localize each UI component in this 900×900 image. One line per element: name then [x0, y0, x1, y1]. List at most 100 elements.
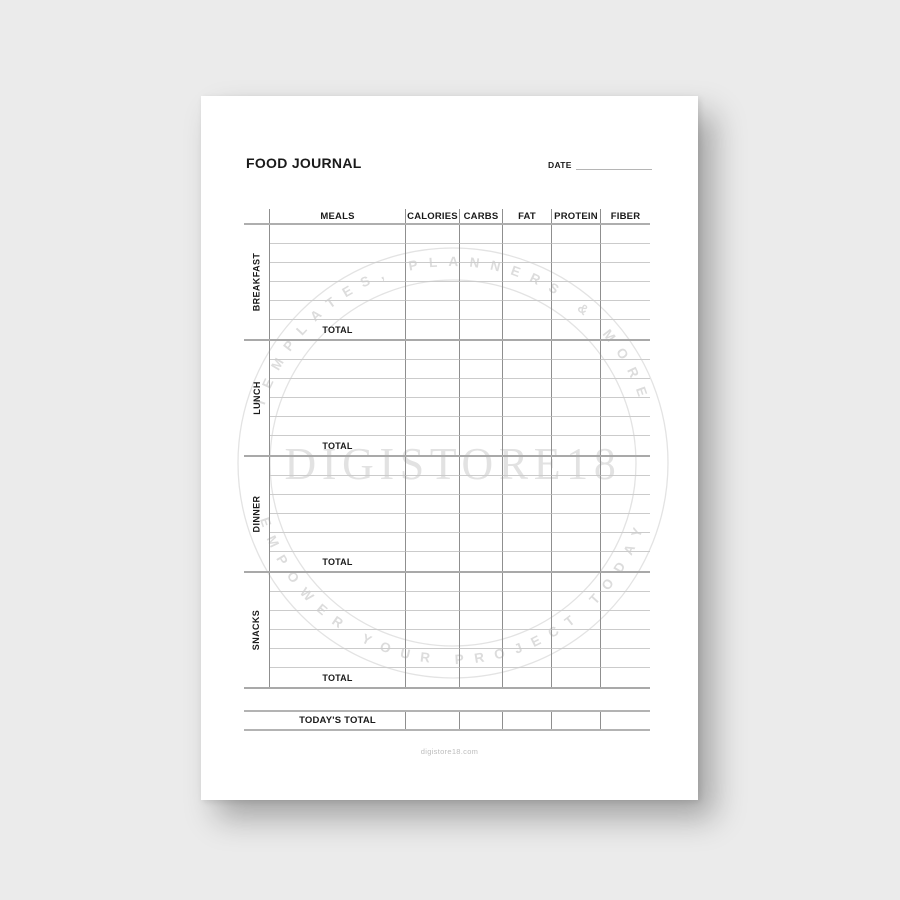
snacks-entry-cell[interactable]	[270, 611, 406, 630]
snacks-entry-cell[interactable]	[552, 649, 601, 668]
snacks-entry-cell[interactable]	[503, 611, 552, 630]
dinner-entry-cell[interactable]	[552, 533, 601, 552]
snacks-entry-cell[interactable]	[552, 592, 601, 611]
dinner-entry-cell[interactable]	[406, 533, 460, 552]
lunch-total-value-cell[interactable]	[552, 436, 601, 455]
snacks-entry-cell[interactable]	[601, 573, 650, 592]
dinner-entry-cell[interactable]	[601, 476, 650, 495]
lunch-entry-cell[interactable]	[460, 379, 503, 398]
breakfast-entry-cell[interactable]	[406, 301, 460, 320]
dinner-entry-cell[interactable]	[270, 457, 406, 476]
lunch-entry-cell[interactable]	[503, 360, 552, 379]
breakfast-entry-cell[interactable]	[460, 282, 503, 301]
lunch-entry-cell[interactable]	[406, 341, 460, 360]
dinner-entry-cell[interactable]	[270, 533, 406, 552]
dinner-entry-cell[interactable]	[406, 476, 460, 495]
breakfast-entry-cell[interactable]	[270, 301, 406, 320]
breakfast-entry-cell[interactable]	[601, 282, 650, 301]
dinner-entry-cell[interactable]	[601, 514, 650, 533]
dinner-entry-cell[interactable]	[552, 476, 601, 495]
breakfast-total-value-cell[interactable]	[460, 320, 503, 339]
snacks-entry-cell[interactable]	[406, 573, 460, 592]
lunch-entry-cell[interactable]	[270, 341, 406, 360]
lunch-entry-cell[interactable]	[601, 417, 650, 436]
snacks-entry-cell[interactable]	[270, 573, 406, 592]
dinner-entry-cell[interactable]	[601, 495, 650, 514]
lunch-total-value-cell[interactable]	[601, 436, 650, 455]
dinner-entry-cell[interactable]	[503, 457, 552, 476]
breakfast-entry-cell[interactable]	[503, 282, 552, 301]
snacks-entry-cell[interactable]	[503, 649, 552, 668]
dinner-total-value-cell[interactable]	[552, 552, 601, 571]
snacks-entry-cell[interactable]	[460, 649, 503, 668]
snacks-entry-cell[interactable]	[406, 649, 460, 668]
lunch-entry-cell[interactable]	[601, 398, 650, 417]
lunch-entry-cell[interactable]	[406, 379, 460, 398]
grand-total-carbs-cell[interactable]	[460, 712, 503, 729]
snacks-entry-cell[interactable]	[601, 649, 650, 668]
breakfast-entry-cell[interactable]	[601, 244, 650, 263]
snacks-total-value-cell[interactable]	[503, 668, 552, 687]
breakfast-total-value-cell[interactable]	[552, 320, 601, 339]
snacks-entry-cell[interactable]	[601, 611, 650, 630]
breakfast-entry-cell[interactable]	[552, 301, 601, 320]
breakfast-entry-cell[interactable]	[503, 225, 552, 244]
lunch-entry-cell[interactable]	[270, 379, 406, 398]
dinner-entry-cell[interactable]	[460, 476, 503, 495]
snacks-total-value-cell[interactable]	[601, 668, 650, 687]
breakfast-entry-cell[interactable]	[460, 301, 503, 320]
dinner-entry-cell[interactable]	[503, 495, 552, 514]
grand-total-calories-cell[interactable]	[406, 712, 460, 729]
dinner-entry-cell[interactable]	[406, 457, 460, 476]
grand-total-fiber-cell[interactable]	[601, 712, 650, 729]
snacks-entry-cell[interactable]	[460, 573, 503, 592]
lunch-total-value-cell[interactable]	[503, 436, 552, 455]
lunch-entry-cell[interactable]	[460, 398, 503, 417]
dinner-entry-cell[interactable]	[601, 457, 650, 476]
lunch-entry-cell[interactable]	[503, 379, 552, 398]
breakfast-entry-cell[interactable]	[270, 263, 406, 282]
grand-total-fat-cell[interactable]	[503, 712, 552, 729]
snacks-total-value-cell[interactable]	[406, 668, 460, 687]
dinner-entry-cell[interactable]	[460, 514, 503, 533]
snacks-entry-cell[interactable]	[601, 592, 650, 611]
lunch-entry-cell[interactable]	[270, 417, 406, 436]
lunch-entry-cell[interactable]	[460, 417, 503, 436]
snacks-entry-cell[interactable]	[552, 630, 601, 649]
snacks-entry-cell[interactable]	[460, 630, 503, 649]
snacks-entry-cell[interactable]	[552, 573, 601, 592]
dinner-entry-cell[interactable]	[460, 457, 503, 476]
snacks-total-value-cell[interactable]	[552, 668, 601, 687]
lunch-entry-cell[interactable]	[460, 341, 503, 360]
breakfast-entry-cell[interactable]	[552, 263, 601, 282]
breakfast-total-value-cell[interactable]	[503, 320, 552, 339]
breakfast-entry-cell[interactable]	[601, 225, 650, 244]
breakfast-entry-cell[interactable]	[406, 225, 460, 244]
breakfast-entry-cell[interactable]	[270, 244, 406, 263]
breakfast-total-value-cell[interactable]	[406, 320, 460, 339]
date-blank-line[interactable]	[575, 159, 652, 170]
snacks-entry-cell[interactable]	[406, 611, 460, 630]
snacks-entry-cell[interactable]	[270, 630, 406, 649]
lunch-entry-cell[interactable]	[601, 341, 650, 360]
snacks-entry-cell[interactable]	[552, 611, 601, 630]
snacks-entry-cell[interactable]	[503, 592, 552, 611]
dinner-entry-cell[interactable]	[270, 495, 406, 514]
dinner-entry-cell[interactable]	[503, 476, 552, 495]
lunch-entry-cell[interactable]	[552, 417, 601, 436]
lunch-entry-cell[interactable]	[601, 360, 650, 379]
breakfast-entry-cell[interactable]	[406, 244, 460, 263]
dinner-total-value-cell[interactable]	[406, 552, 460, 571]
snacks-entry-cell[interactable]	[406, 630, 460, 649]
dinner-entry-cell[interactable]	[503, 533, 552, 552]
breakfast-total-value-cell[interactable]	[601, 320, 650, 339]
lunch-entry-cell[interactable]	[552, 341, 601, 360]
dinner-entry-cell[interactable]	[270, 514, 406, 533]
lunch-entry-cell[interactable]	[601, 379, 650, 398]
breakfast-entry-cell[interactable]	[270, 282, 406, 301]
dinner-entry-cell[interactable]	[503, 514, 552, 533]
breakfast-entry-cell[interactable]	[503, 244, 552, 263]
lunch-entry-cell[interactable]	[460, 360, 503, 379]
dinner-total-value-cell[interactable]	[601, 552, 650, 571]
breakfast-entry-cell[interactable]	[552, 225, 601, 244]
